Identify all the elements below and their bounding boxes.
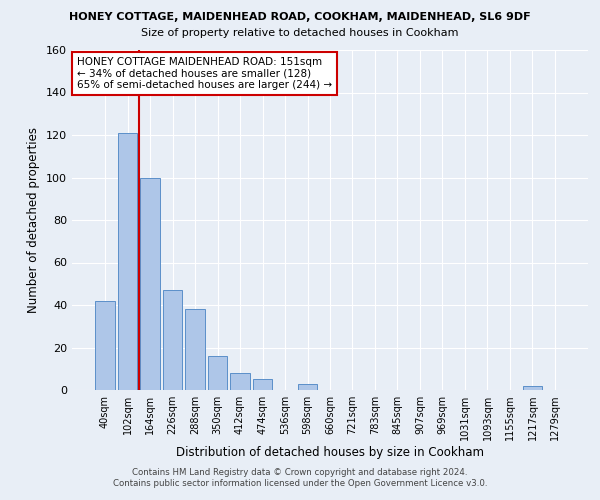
Bar [298, 384, 317, 390]
Text: Contains HM Land Registry data © Crown copyright and database right 2024.
Contai: Contains HM Land Registry data © Crown c… [113, 468, 487, 487]
Bar [118, 133, 137, 390]
Text: Size of property relative to detached houses in Cookham: Size of property relative to detached ho… [141, 28, 459, 38]
Bar [208, 356, 227, 390]
Bar [253, 380, 272, 390]
Bar [230, 373, 250, 390]
Bar [523, 386, 542, 390]
Text: HONEY COTTAGE MAIDENHEAD ROAD: 151sqm
← 34% of detached houses are smaller (128): HONEY COTTAGE MAIDENHEAD ROAD: 151sqm ← … [77, 57, 332, 90]
Text: HONEY COTTAGE, MAIDENHEAD ROAD, COOKHAM, MAIDENHEAD, SL6 9DF: HONEY COTTAGE, MAIDENHEAD ROAD, COOKHAM,… [69, 12, 531, 22]
X-axis label: Distribution of detached houses by size in Cookham: Distribution of detached houses by size … [176, 446, 484, 459]
Y-axis label: Number of detached properties: Number of detached properties [28, 127, 40, 313]
Bar [185, 309, 205, 390]
Bar [95, 300, 115, 390]
Bar [140, 178, 160, 390]
Bar [163, 290, 182, 390]
